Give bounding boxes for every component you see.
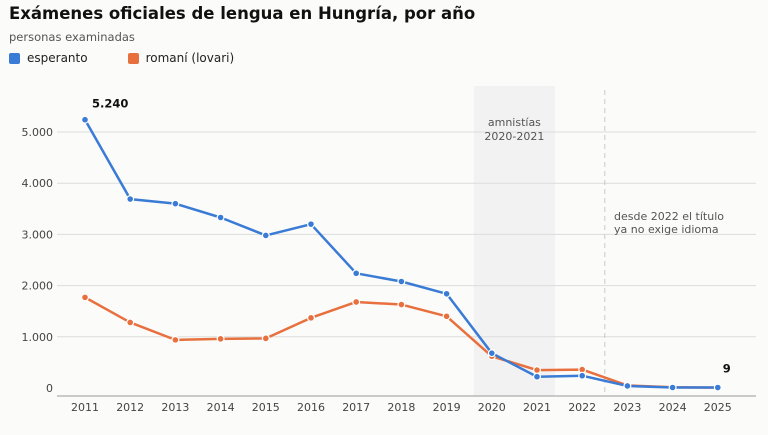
data-point-romani: [532, 366, 541, 375]
data-point-esperanto: [126, 195, 135, 204]
data-point-esperanto: [668, 383, 677, 392]
series-group: [80, 115, 722, 392]
series-line-esperanto: [83, 119, 718, 389]
legend-item-esperanto: esperanto: [9, 51, 88, 65]
legend-swatch-romani: [127, 52, 139, 64]
data-point-esperanto: [532, 372, 541, 381]
shade-label-line2: 2020-2021: [484, 130, 544, 143]
y-tick-label: 3.000: [22, 228, 54, 241]
data-point-romani: [397, 300, 406, 309]
y-tick-label: 1.000: [22, 331, 54, 344]
data-point-esperanto: [397, 277, 406, 286]
data-point-esperanto: [352, 269, 361, 278]
shade-label-line1: amnistías: [488, 116, 541, 129]
y-tick-label: 0: [46, 382, 53, 395]
legend-item-romani: romaní (lovari): [127, 51, 235, 65]
x-tick-label: 2016: [297, 401, 325, 414]
x-tick-label: 2025: [704, 401, 732, 414]
data-point-esperanto: [80, 115, 89, 124]
x-tick-label: 2013: [161, 401, 189, 414]
x-tick-label: 2022: [568, 401, 596, 414]
data-point-romani: [307, 313, 316, 322]
x-tick-label: 2021: [523, 401, 551, 414]
data-point-romani: [80, 293, 89, 302]
legend: esperanto romaní (lovari): [9, 51, 274, 65]
data-point-romani: [442, 312, 451, 321]
data-label-first: 5.240: [92, 97, 128, 111]
legend-label-esperanto: esperanto: [27, 51, 88, 65]
x-tick-label: 2012: [116, 401, 144, 414]
legend-swatch-esperanto: [9, 52, 20, 64]
y-tick-label: 2.000: [22, 280, 54, 293]
y-tick-label: 4.000: [22, 177, 54, 190]
grid-lines: [57, 131, 756, 338]
data-point-romani: [261, 334, 270, 343]
data-label-last: 9: [723, 362, 731, 376]
x-tick-label: 2015: [252, 401, 280, 414]
x-tick-label: 2023: [613, 401, 641, 414]
data-point-esperanto: [487, 349, 496, 358]
legend-label-romani: romaní (lovari): [145, 51, 235, 65]
data-point-esperanto: [216, 213, 225, 222]
data-point-esperanto: [713, 383, 722, 392]
x-tick-label: 2017: [342, 401, 370, 414]
data-point-esperanto: [307, 220, 316, 229]
x-tick-label: 2018: [387, 401, 415, 414]
x-tick-label: 2014: [207, 401, 235, 414]
x-tick-label: 2019: [433, 401, 461, 414]
data-point-esperanto: [623, 381, 632, 390]
data-point-esperanto: [442, 289, 451, 298]
data-point-esperanto: [171, 199, 180, 208]
amnesty-shade: [473, 86, 555, 396]
y-tick-label: 5.000: [22, 126, 54, 139]
x-axis-ticks: 2011 2012 2013 2014 2015 2016 2017 2018 2019 2020…: [71, 401, 732, 414]
x-tick-label: 2024: [659, 401, 687, 414]
data-point-esperanto: [578, 371, 587, 380]
data-point-romani: [216, 334, 225, 343]
data-point-romani: [352, 297, 361, 306]
data-point-romani: [126, 318, 135, 327]
series-line-romani: [84, 296, 718, 389]
x-tick-label: 2020: [478, 401, 506, 414]
chart-title: Exámenes oficiales de lengua en Hungría,…: [9, 4, 476, 23]
note-line1: desde 2022 el título: [614, 210, 724, 223]
note-line2: ya no exige idioma: [614, 223, 719, 236]
data-point-romani: [171, 335, 180, 344]
chart-subtitle: personas examinadas: [9, 30, 135, 44]
x-tick-label: 2011: [71, 401, 99, 414]
data-point-esperanto: [261, 231, 270, 240]
y-axis-ticks: 0 1.000 2.000 3.000 4.000 5.000: [22, 126, 54, 395]
